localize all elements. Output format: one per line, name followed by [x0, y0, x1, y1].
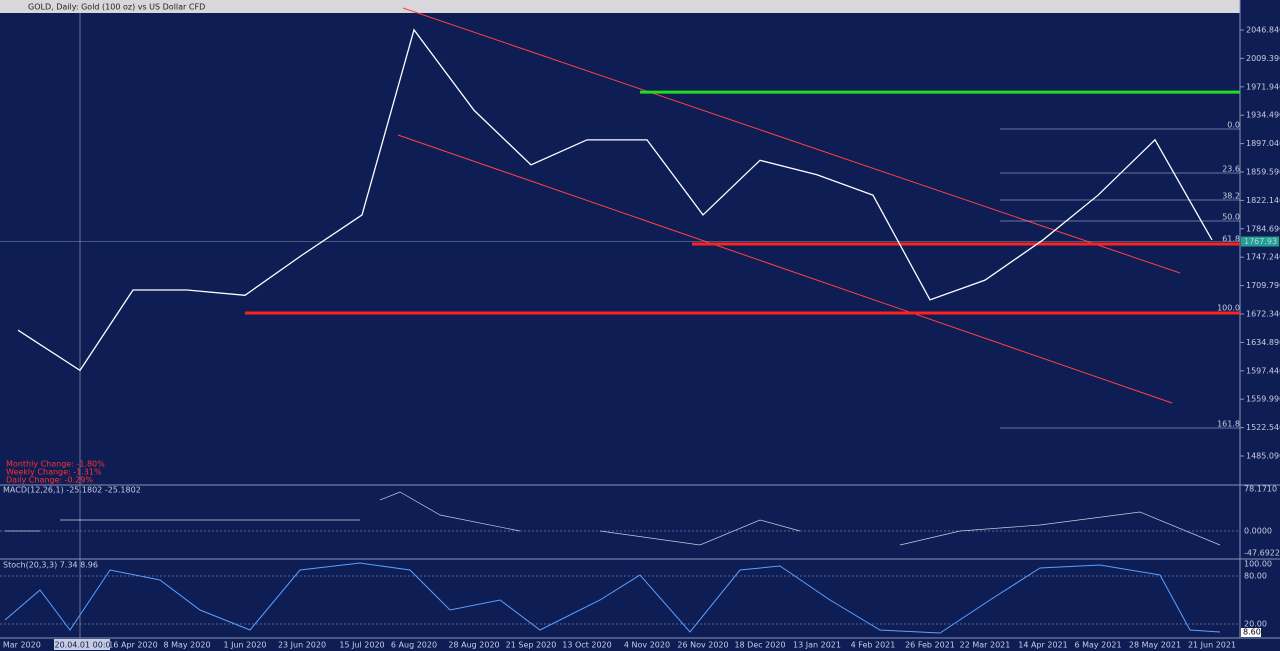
fib-label: 50.0	[1222, 213, 1240, 222]
x-tick-label: 21 Sep 2020	[506, 641, 557, 650]
y-tick-label: 2009.390	[1246, 54, 1280, 63]
info-text: Monthly Change: -1.80%	[6, 460, 105, 469]
x-tick-label: 23 Jun 2020	[278, 641, 326, 650]
stoch-current: 8.60	[1243, 628, 1261, 637]
y-tick-label: 1822.140	[1246, 196, 1280, 205]
stoch-tick: 100.00	[1244, 560, 1272, 569]
current-price-label: 1767.93	[1244, 237, 1277, 246]
fib-label: 0.0	[1227, 121, 1240, 130]
y-tick-label: 1709.790	[1246, 281, 1280, 290]
stoch-tick: 80.00	[1244, 572, 1267, 581]
fibonacci-labels: 0.0 23.6 38.2 50.0 61.8 100.0 161.8	[1217, 121, 1240, 429]
x-tick-label: 4 Feb 2021	[851, 641, 896, 650]
x-tick-label: 2 Mar 2020	[0, 641, 41, 650]
x-tick-label: 8 May 2020	[163, 641, 210, 650]
fib-label: 23.6	[1222, 165, 1240, 174]
macd-tick: 0.0000	[1244, 527, 1272, 536]
fib-label: 161.8	[1217, 420, 1240, 429]
macd-label: MACD(12,26,1) -25.1802 -25.1802	[3, 486, 141, 495]
stoch-label: Stoch(20,3,3) 7.34 8.96	[3, 561, 98, 570]
title-bar	[0, 0, 1240, 13]
macd-tick: -47.6922	[1244, 549, 1280, 558]
fib-label: 100.0	[1217, 304, 1240, 313]
x-tick-label: 14 Apr 2021	[1018, 641, 1067, 650]
y-tick-label: 1634.890	[1246, 338, 1280, 347]
y-tick-label: 1597.440	[1246, 366, 1280, 375]
x-tick-label: 13 Jan 2021	[793, 641, 841, 650]
stoch-line	[4, 562, 1221, 634]
x-tick-label: 26 Feb 2021	[905, 641, 955, 650]
macd-histogram	[5, 491, 1221, 546]
trend-channel	[397, 7, 1181, 404]
fib-label: 38.2	[1222, 192, 1240, 201]
x-tick-label: 21 Jun 2021	[1188, 641, 1236, 650]
window-title: GOLD, Daily: Gold (100 oz) vs US Dollar …	[28, 3, 205, 12]
macd-tick: 78.1710	[1244, 485, 1277, 494]
x-tick-label: 13 Oct 2020	[562, 641, 611, 650]
price-line	[17, 28, 1213, 372]
x-tick-label: 18 Dec 2020	[734, 641, 785, 650]
y-tick-label: 1859.590	[1246, 168, 1280, 177]
x-tick-label: 15 Jul 2020	[339, 641, 384, 650]
x-tick-label: 28 Aug 2020	[448, 641, 499, 650]
x-tick-label: 16 Apr 2020	[108, 641, 157, 650]
fib-label: 61.8	[1222, 235, 1240, 244]
y-tick-label: 1522.540	[1246, 423, 1280, 432]
y-tick-label: 1672.340	[1246, 310, 1280, 319]
x-tick-label: 6 May 2021	[1074, 641, 1121, 650]
current-price-box	[1241, 236, 1279, 247]
y-tick-label: 1971.940	[1246, 82, 1280, 91]
y-tick-label: 2046.840	[1246, 26, 1280, 35]
info-text: Daily Change: -0.29%	[6, 476, 93, 485]
x-tick-label: 1 Jun 2020	[223, 641, 266, 650]
info-text: Weekly Change: -1.31%	[6, 468, 102, 477]
x-tick-label: 6 Aug 2020	[391, 641, 437, 650]
y-tick-label: 1784.690	[1246, 224, 1280, 233]
stoch-current-box	[1241, 628, 1261, 637]
y-tick-label: 1747.240	[1246, 253, 1280, 262]
y-tick-label: 1897.040	[1246, 139, 1280, 148]
x-tick-label: 22 Mar 2021	[960, 641, 1011, 650]
x-tick-label: 2020.04.01 00:00	[44, 641, 115, 650]
cursor-date-box	[54, 639, 110, 650]
y-tick-label: 1559.990	[1246, 395, 1280, 404]
x-tick-label: 28 May 2021	[1129, 641, 1181, 650]
stoch-tick: 20.00	[1244, 620, 1267, 629]
y-tick-label: 1485.090	[1246, 452, 1280, 461]
x-tick-label: 4 Nov 2020	[624, 641, 670, 650]
y-tick-label: 1934.490	[1246, 111, 1280, 120]
x-tick-label: 26 Nov 2020	[677, 641, 728, 650]
